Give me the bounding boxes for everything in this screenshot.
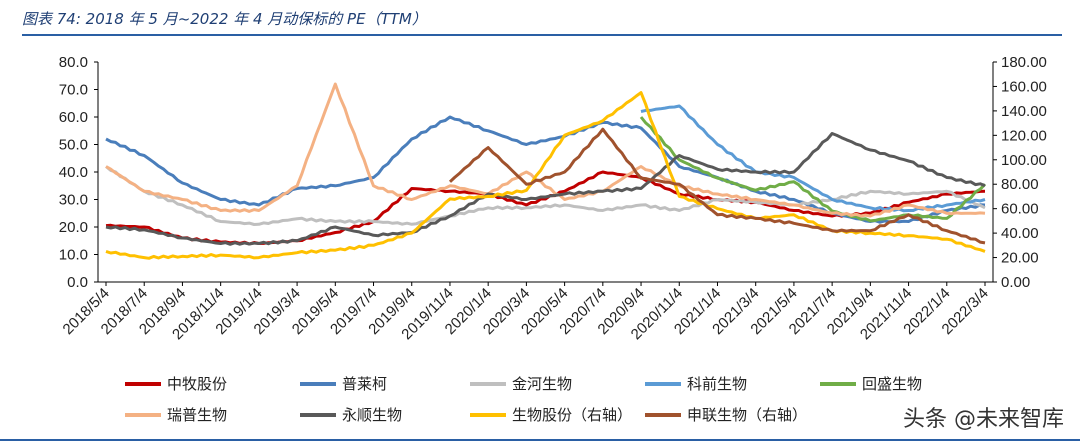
series-line-8: [105, 91, 986, 260]
y-right-tick-label: 20.00: [1001, 250, 1039, 267]
series-line-6: [105, 82, 986, 218]
y-right-tick-label: 120.00: [1001, 127, 1047, 144]
legend-label-6: 瑞普生物: [167, 406, 227, 424]
legend-label-3: 金河生物: [512, 375, 572, 393]
series-line-9: [448, 127, 986, 245]
y-right-tick-label: 180.00: [1001, 54, 1047, 71]
top-rule: [22, 34, 1062, 36]
legend-label-7: 永顺生物: [342, 406, 402, 424]
figure-title: 图表 74: 2018 年 5 月~2022 年 4 月动保标的 PE（TTM）: [22, 10, 427, 28]
legend-label-2: 普莱柯: [342, 375, 387, 393]
y-left-tick-label: 20.0: [59, 219, 88, 236]
y-left-tick-label: 70.0: [59, 82, 88, 99]
chart-axes: 0.0 10.0 20.0 30.0 40.0 50.0 60.0 70.0 80.0 0.00 2…: [59, 54, 1047, 343]
y-right-tick-label: 160.00: [1001, 78, 1047, 95]
series-line-5: [639, 116, 987, 223]
y-left-tick-label: 80.0: [59, 54, 88, 71]
legend-label-8: 生物股份（右轴）: [512, 406, 632, 424]
y-right-tick-label: 80.00: [1001, 176, 1039, 193]
y-left-tick-label: 40.0: [59, 164, 88, 181]
y-right-tick-label: 60.00: [1001, 201, 1039, 218]
y-right-tick-label: 100.00: [1001, 152, 1047, 169]
series-line-4: [640, 104, 986, 213]
y-left-tick-label: 10.0: [59, 247, 88, 264]
y-right-tick-label: 140.00: [1001, 103, 1047, 120]
legend-label-4: 科前生物: [687, 375, 747, 393]
y-left-tick-label: 50.0: [59, 137, 88, 154]
bottom-rule: [0, 439, 1080, 441]
legend-label-5: 回盛生物: [862, 375, 922, 393]
y-right-tick-label: 40.00: [1001, 225, 1039, 242]
y-left-tick-label: 60.0: [59, 109, 88, 126]
series-layer: [105, 82, 987, 260]
series-line-3: [105, 165, 986, 226]
y-right-tick-label: 0.00: [1001, 274, 1030, 291]
watermark: 头条 @未来智库: [901, 401, 1066, 433]
legend-label-9: 申联生物（右轴）: [687, 406, 807, 424]
series-line-7: [105, 132, 986, 246]
y-left-tick-label: 0.0: [67, 274, 88, 291]
y-left-tick-label: 30.0: [59, 192, 88, 209]
legend-label-1: 中牧股份: [167, 375, 227, 393]
